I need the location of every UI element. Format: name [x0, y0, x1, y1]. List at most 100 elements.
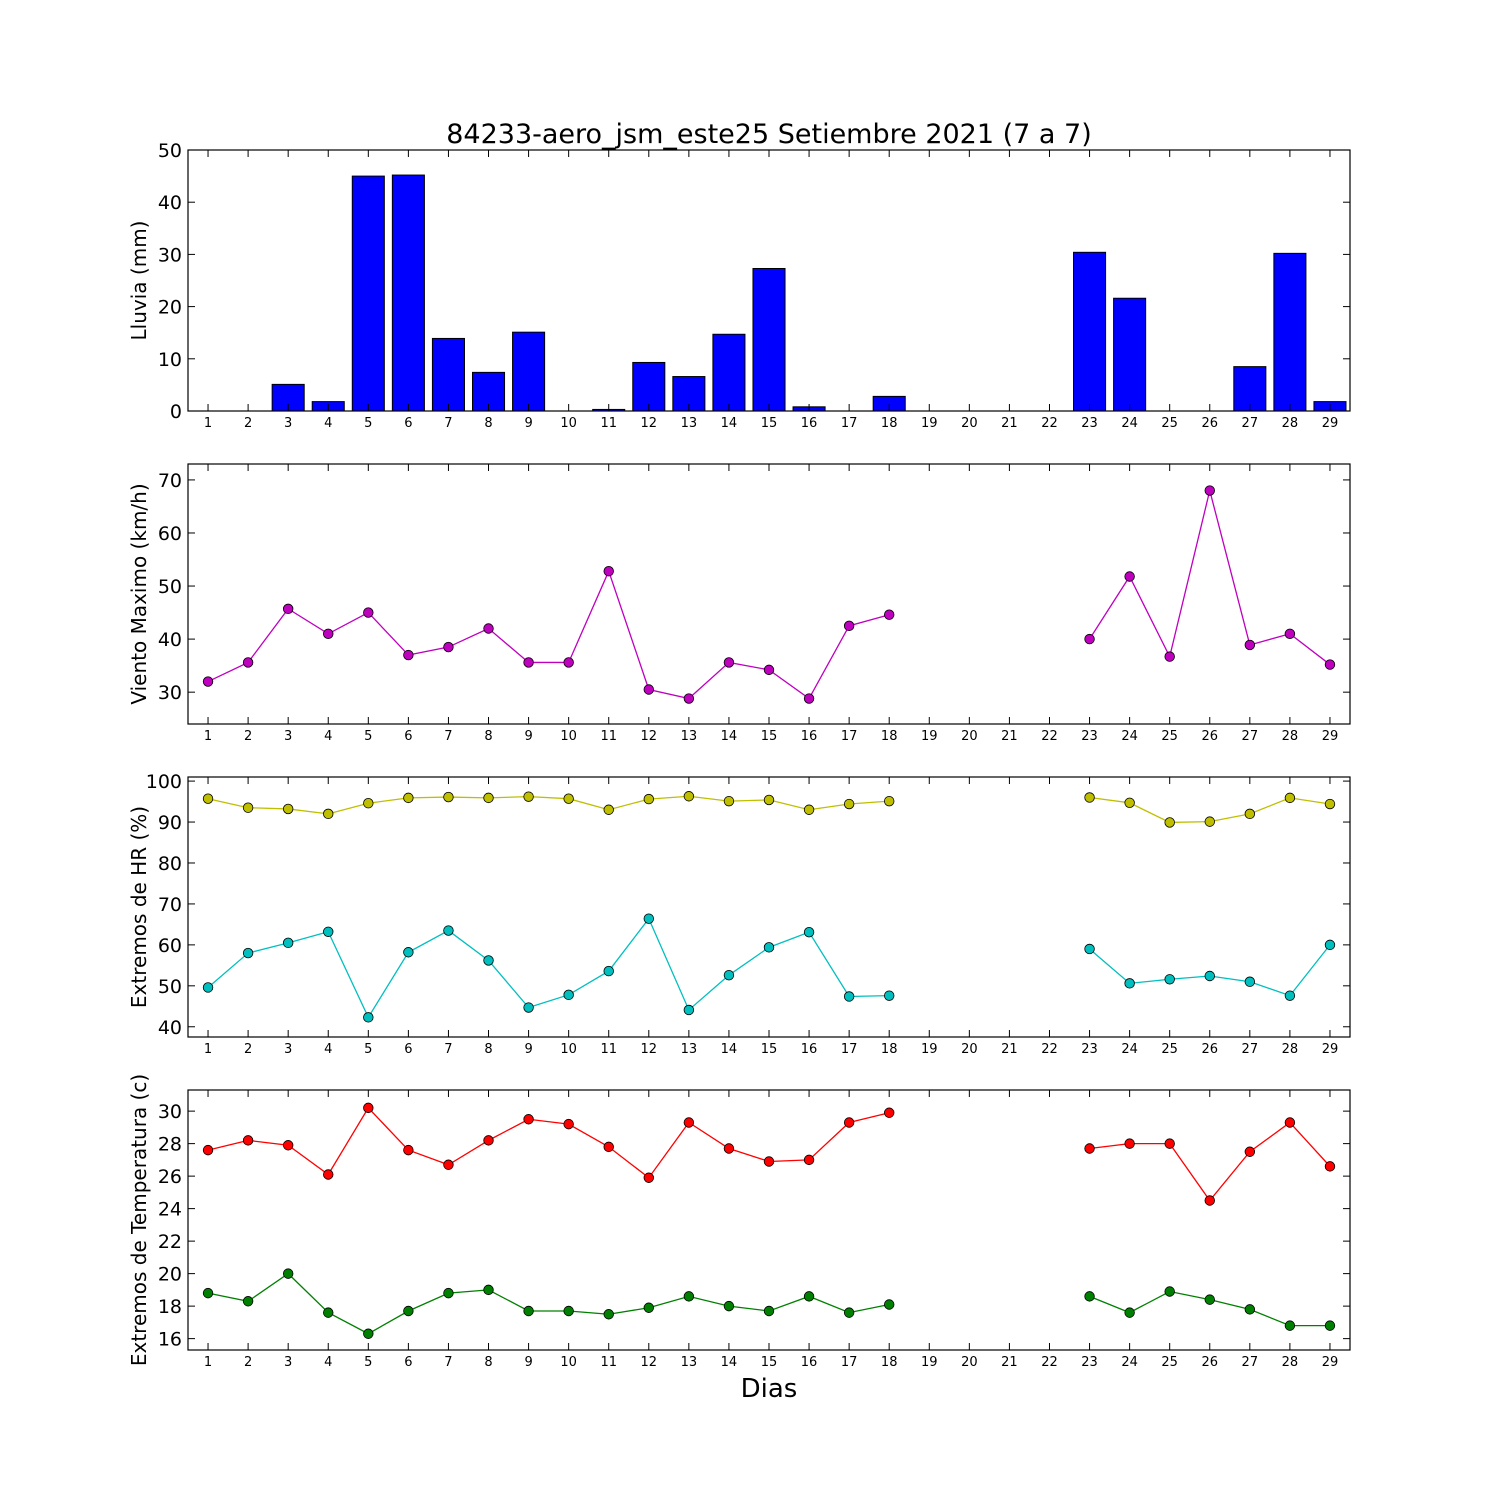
x-tick-label: 6 [404, 416, 412, 431]
y-tick-label: 26 [158, 1166, 182, 1188]
series-2-point-day-17 [843, 1307, 855, 1318]
y-tick-label: 28 [158, 1134, 182, 1156]
x-tick-label: 8 [484, 1042, 492, 1057]
series-1-point-day-7 [443, 1159, 454, 1170]
x-tick-label: 8 [484, 1355, 492, 1370]
series-2-line [207, 917, 890, 1019]
x-tick-label: 11 [600, 416, 617, 431]
series-2-point-day-27 [1244, 1304, 1256, 1315]
y-tick-label: 70 [158, 894, 182, 916]
series-1-point-day-18 [884, 1107, 895, 1118]
x-tick-label: 10 [560, 729, 577, 744]
series-1-point-day-2 [242, 657, 254, 668]
y-tick-label: 16 [158, 1329, 182, 1351]
series-1-point-day-27 [1244, 808, 1256, 820]
series-2-point-day-9 [523, 1305, 534, 1317]
x-axis-label: Dias [741, 1374, 798, 1404]
series-1-point-day-12 [643, 1172, 654, 1183]
x-tick-label: 7 [444, 1042, 452, 1057]
bar-day-23 [1073, 251, 1107, 412]
series-1-point-day-10 [563, 1118, 574, 1130]
x-tick-label: 11 [600, 729, 617, 744]
x-tick-label: 29 [1322, 729, 1339, 744]
series-2-point-day-7 [443, 1287, 454, 1299]
x-tick-label: 4 [324, 729, 332, 744]
series-2-point-day-14 [723, 969, 735, 981]
x-tick-label: 14 [721, 1355, 738, 1370]
y-axis-label: Viento Maximo (km/h) [127, 483, 151, 704]
x-tick-label: 26 [1201, 1042, 1218, 1057]
series-1-point-day-15 [763, 1156, 775, 1167]
series-1-point-day-7 [443, 791, 454, 803]
x-tick-label: 10 [560, 416, 577, 431]
series-2-point-day-28 [1284, 990, 1296, 1001]
series-2-point-day-24 [1124, 978, 1135, 989]
series-2-point-day-25 [1164, 974, 1175, 985]
series-1-point-day-23 [1084, 792, 1095, 803]
y-tick-label: 20 [158, 1264, 182, 1286]
x-tick-label: 13 [681, 1042, 698, 1057]
y-tick-label: 50 [158, 140, 182, 162]
x-tick-label: 29 [1322, 416, 1339, 431]
series-1-point-day-13 [683, 1117, 695, 1128]
x-tick-label: 22 [1041, 1355, 1058, 1370]
x-tick-label: 15 [761, 1042, 778, 1057]
series-2-line [1089, 944, 1331, 997]
series-2-point-day-9 [523, 1002, 534, 1013]
x-tick-label: 29 [1322, 1355, 1339, 1370]
series-2-point-day-12 [643, 1302, 654, 1313]
x-tick-label: 2 [244, 416, 252, 431]
x-tick-label: 6 [404, 1042, 412, 1057]
series-2-point-day-7 [443, 925, 454, 936]
series-2-point-day-3 [282, 937, 294, 949]
x-tick-label: 10 [560, 1042, 577, 1057]
series-1-point-day-4 [323, 1169, 334, 1180]
y-tick-label: 22 [158, 1231, 182, 1253]
series-2-point-day-4 [323, 926, 334, 937]
bar-day-27 [1233, 366, 1267, 412]
x-tick-label: 16 [801, 416, 818, 431]
x-tick-label: 7 [444, 1355, 452, 1370]
x-tick-label: 1 [204, 729, 212, 744]
y-tick-label: 100 [146, 771, 182, 793]
x-tick-label: 26 [1201, 1355, 1218, 1370]
x-tick-label: 17 [841, 1355, 858, 1370]
series-2-point-day-13 [683, 1004, 695, 1016]
series-1-point-day-23 [1084, 633, 1095, 645]
x-tick-label: 20 [961, 416, 978, 431]
x-tick-label: 28 [1282, 1355, 1299, 1370]
series-1-point-day-13 [683, 791, 695, 802]
y-axis-label: Lluvia (mm) [127, 221, 151, 341]
series-2-point-day-8 [483, 955, 494, 966]
series-1-point-day-12 [643, 793, 654, 805]
series-1-point-day-26 [1204, 485, 1215, 496]
series-1-point-day-15 [763, 794, 775, 806]
series-1-point-day-25 [1164, 1138, 1175, 1149]
series-2-line [207, 1272, 890, 1335]
y-tick-label: 10 [158, 349, 182, 371]
x-tick-label: 2 [244, 1355, 252, 1370]
series-1-point-day-25 [1164, 651, 1175, 662]
y-tick-label: 50 [158, 576, 182, 598]
series-1-point-day-29 [1324, 798, 1336, 810]
x-tick-label: 6 [404, 1355, 412, 1370]
x-tick-label: 24 [1121, 1042, 1138, 1057]
x-tick-label: 3 [284, 416, 292, 431]
series-2-point-day-5 [363, 1328, 374, 1339]
series-2-point-day-25 [1164, 1286, 1175, 1297]
series-1-point-day-23 [1084, 1143, 1095, 1154]
x-tick-label: 26 [1201, 416, 1218, 431]
y-tick-label: 40 [158, 192, 182, 214]
series-1-point-day-4 [323, 628, 334, 639]
x-tick-label: 28 [1282, 1042, 1299, 1057]
series-1-point-day-5 [363, 798, 374, 809]
x-tick-label: 17 [841, 1042, 858, 1057]
series-1-point-day-13 [683, 693, 695, 704]
series-2-point-day-15 [763, 1305, 775, 1317]
series-2-point-day-14 [723, 1300, 735, 1312]
x-tick-label: 23 [1081, 1042, 1098, 1057]
series-2-point-day-4 [323, 1307, 334, 1318]
x-tick-label: 16 [801, 1042, 818, 1057]
series-1-point-day-2 [242, 802, 254, 813]
x-tick-label: 17 [841, 416, 858, 431]
